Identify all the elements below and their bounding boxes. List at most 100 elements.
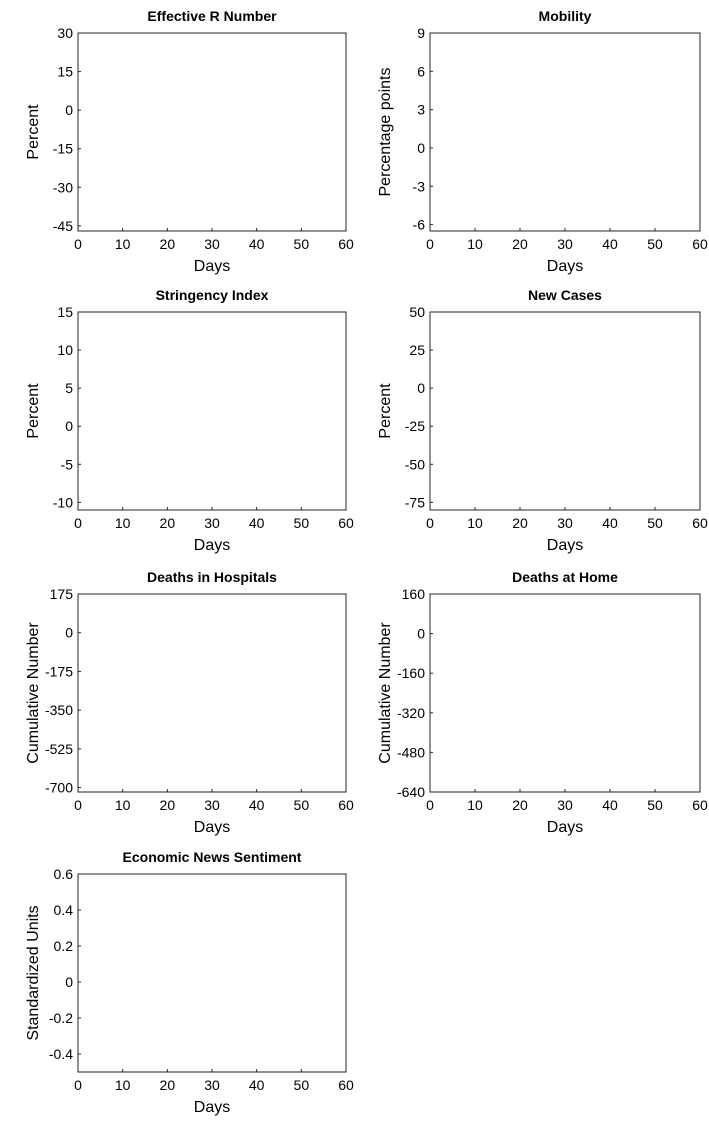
x-tick-label: 10: [115, 1077, 131, 1093]
x-tick-label: 30: [204, 236, 220, 252]
x-tick-label: 40: [249, 797, 265, 813]
y-tick-label: -6: [413, 217, 426, 233]
panel-7: 0 10 20 30 40 50 60 0.6 0.4 0.2 0 -0.2 -0.4 Economic …: [25, 849, 354, 1116]
y-tick-label: 0.4: [54, 902, 74, 918]
x-tick-label: 60: [692, 515, 708, 531]
axes-frame: [429, 593, 701, 793]
y-tick-label: 0: [417, 140, 425, 156]
y-tick-label: -15: [53, 141, 73, 157]
y-tick-label: 160: [402, 586, 426, 602]
x-tick-label: 30: [557, 236, 573, 252]
x-tick-label: 50: [647, 236, 663, 252]
panel-4: 0 10 20 30 40 50 60 50 25 0 -25 -50 -75 New Cases Days…: [377, 287, 708, 554]
x-tick-label: 60: [692, 797, 708, 813]
axes-frame: [77, 593, 347, 793]
x-tick-label: 10: [467, 236, 483, 252]
y-tick-label: -700: [45, 780, 73, 796]
x-tick-label: 10: [467, 515, 483, 531]
x-tick-label: 50: [294, 515, 310, 531]
y-tick-label: 0.6: [54, 866, 74, 882]
x-tick-label: 60: [338, 1077, 354, 1093]
axes-frame: [429, 311, 701, 511]
y-tick-label: 5: [65, 380, 73, 396]
y-tick-label: 0: [65, 102, 73, 118]
chart-title: Deaths in Hospitals: [147, 569, 277, 585]
x-tick-label: 10: [115, 515, 131, 531]
y-tick-label: 0: [65, 625, 73, 641]
x-tick-label: 20: [512, 797, 528, 813]
y-tick-label: -45: [53, 218, 73, 234]
x-tick-label: 50: [294, 1077, 310, 1093]
x-tick-label: 30: [557, 515, 573, 531]
y-tick-label: 0: [417, 626, 425, 642]
y-tick-label: -525: [45, 741, 73, 757]
x-tick-label: 40: [602, 797, 618, 813]
x-tick-label: 50: [647, 515, 663, 531]
x-tick-label: 30: [204, 797, 220, 813]
x-tick-label: 10: [115, 797, 131, 813]
x-tick-label: 40: [249, 236, 265, 252]
y-tick-label: -0.2: [49, 1010, 73, 1026]
x-tick-label: 30: [204, 515, 220, 531]
x-tick-label: 0: [426, 515, 434, 531]
x-tick-label: 10: [115, 236, 131, 252]
y-tick-label: 9: [417, 25, 425, 41]
x-tick-label: 20: [160, 797, 176, 813]
x-tick-label: 40: [602, 236, 618, 252]
x-tick-label: 0: [426, 236, 434, 252]
y-tick-label: 15: [57, 64, 73, 80]
axes-frame: [77, 311, 347, 511]
chart-title: New Cases: [528, 287, 602, 303]
chart-title: Mobility: [539, 8, 592, 24]
x-tick-label: 0: [426, 797, 434, 813]
y-axis-label: Percent: [25, 104, 42, 160]
y-tick-label: 15: [57, 304, 73, 320]
axes-frame: [77, 873, 347, 1073]
x-tick-label: 20: [160, 236, 176, 252]
x-tick-label: 40: [249, 515, 265, 531]
x-tick-label: 10: [467, 797, 483, 813]
x-tick-label: 60: [692, 236, 708, 252]
y-axis-label: Percent: [25, 383, 42, 439]
y-tick-label: 0.2: [54, 938, 74, 954]
panel-5: 0 10 20 30 40 50 60 175 0 -175 -350 -525 -700 Deaths …: [25, 569, 354, 836]
y-tick-label: 10: [57, 342, 73, 358]
panel-1: 0 10 20 30 40 50 60 30 15 0 -15 -30 -45 Effective R N…: [25, 8, 354, 275]
y-tick-label: 3: [417, 102, 425, 118]
x-tick-label: 0: [74, 515, 82, 531]
y-tick-label: 50: [409, 304, 425, 320]
x-tick-label: 60: [338, 515, 354, 531]
y-axis-label: Cumulative Number: [25, 622, 42, 764]
y-axis-label: Percentage points: [377, 68, 394, 197]
chart-title: Effective R Number: [147, 8, 277, 24]
y-tick-label: -0.4: [49, 1046, 73, 1062]
y-axis-label: Standardized Units: [25, 905, 42, 1040]
y-tick-label: 175: [50, 586, 74, 602]
x-tick-label: 50: [294, 236, 310, 252]
x-axis-label: Days: [547, 537, 583, 554]
y-axis-label: Cumulative Number: [377, 622, 394, 764]
x-tick-label: 20: [160, 1077, 176, 1093]
x-tick-label: 60: [338, 236, 354, 252]
y-tick-label: -25: [405, 418, 425, 434]
x-tick-label: 20: [512, 515, 528, 531]
chart-title: Economic News Sentiment: [123, 849, 302, 865]
y-tick-label: -3: [413, 178, 426, 194]
x-axis-label: Days: [194, 1099, 230, 1116]
panel-6: 0 10 20 30 40 50 60 160 0 -160 -320 -480 -640 Deaths …: [377, 569, 708, 836]
x-tick-label: 0: [74, 236, 82, 252]
y-tick-label: -320: [397, 705, 425, 721]
y-tick-label: -30: [53, 179, 73, 195]
y-tick-label: -10: [53, 494, 73, 510]
axes-frame: [429, 32, 701, 232]
y-tick-label: 0: [65, 418, 73, 434]
panel-2: 0 10 20 30 40 50 609630-3-6MobilityDaysPercent…: [377, 8, 708, 275]
x-axis-label: Days: [547, 819, 583, 836]
y-tick-label: 0: [417, 380, 425, 396]
x-tick-label: 60: [338, 797, 354, 813]
x-tick-label: 50: [294, 797, 310, 813]
chart-title: Deaths at Home: [512, 569, 618, 585]
y-tick-label: -480: [397, 744, 425, 760]
